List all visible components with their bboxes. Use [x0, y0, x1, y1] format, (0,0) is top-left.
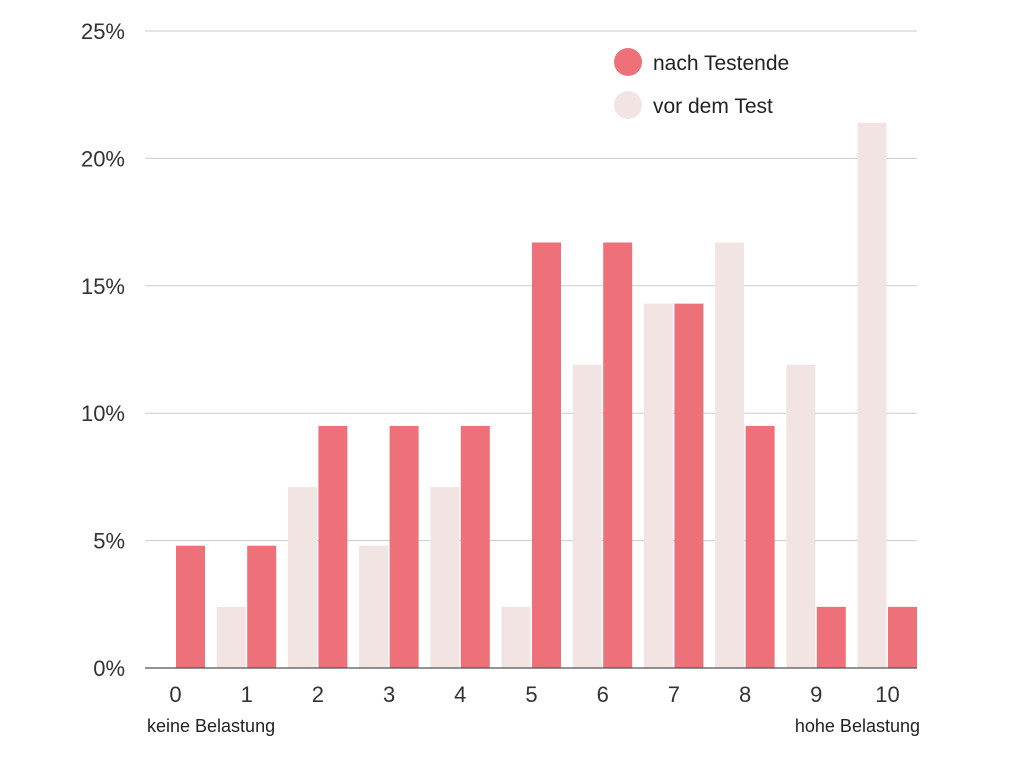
legend-label-vor-dem-test: vor dem Test [653, 95, 773, 118]
legend-marker-vor-dem-test [614, 91, 642, 119]
bar-vor-dem-test [715, 242, 745, 668]
y-tick-label: 15% [81, 274, 125, 299]
bar-vor-dem-test [857, 122, 887, 668]
bar-nach-testende [389, 425, 419, 668]
y-tick-labels: 0% 5% 10% 15% 20% 25% [81, 19, 125, 681]
x-tick-label: 3 [383, 682, 395, 707]
x-tick-label: 5 [525, 682, 537, 707]
x-tick-label: 10 [875, 682, 899, 707]
x-tick-labels: 0 1 2 3 4 5 6 7 8 9 10 [169, 682, 899, 707]
y-tick-label: 10% [81, 401, 125, 426]
bar-vor-dem-test [643, 303, 673, 668]
x-tick-label: 4 [454, 682, 466, 707]
y-tick-label: 25% [81, 19, 125, 44]
x-tick-label: 0 [169, 682, 181, 707]
x-tick-label: 9 [810, 682, 822, 707]
bar-vor-dem-test [216, 606, 246, 668]
x-tick-label: 2 [312, 682, 324, 707]
bar-nach-testende [176, 545, 205, 668]
legend-label-nach-testende: nach Testende [653, 52, 789, 75]
bar-vor-dem-test [572, 364, 602, 668]
bar-nach-testende [816, 606, 846, 668]
x-tick-label: 6 [597, 682, 609, 707]
bar-nach-testende [318, 425, 348, 668]
bar-vor-dem-test [786, 364, 816, 668]
bar-nach-testende [603, 242, 633, 668]
bar-vor-dem-test [287, 487, 317, 668]
x-tick-label: 7 [668, 682, 680, 707]
bar-nach-testende [532, 242, 561, 668]
bar-nach-testende [674, 303, 704, 668]
x-left-label: keine Belastung [147, 716, 275, 736]
bar-nach-testende [460, 425, 490, 668]
y-tick-label: 5% [93, 529, 125, 554]
x-tick-label: 8 [739, 682, 751, 707]
x-tick-label: 1 [241, 682, 253, 707]
bar-nach-testende [888, 606, 917, 668]
x-right-label: hohe Belastung [795, 716, 920, 736]
bars [176, 122, 917, 668]
y-tick-label: 0% [93, 656, 125, 681]
bar-nach-testende [247, 545, 277, 668]
bar-vor-dem-test [501, 606, 531, 668]
bar-nach-testende [745, 425, 775, 668]
legend-marker-nach-testende [614, 48, 642, 76]
bar-vor-dem-test [359, 545, 389, 668]
legend: nach Testende vor dem Test [614, 48, 789, 119]
y-tick-label: 20% [81, 146, 125, 171]
bar-vor-dem-test [430, 487, 460, 668]
